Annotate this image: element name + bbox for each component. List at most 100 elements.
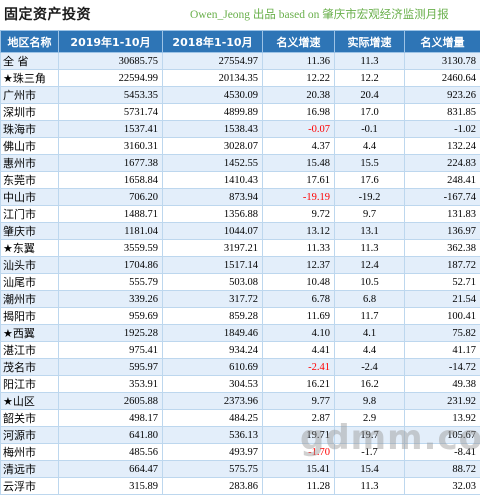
real-growth: 12.2 xyxy=(335,70,405,87)
nominal-growth: -19.19 xyxy=(263,189,335,206)
nominal-increment: 32.03 xyxy=(405,478,480,495)
value-2018: 493.97 xyxy=(163,444,263,461)
nominal-growth: 16.21 xyxy=(263,376,335,393)
nominal-increment: 21.54 xyxy=(405,291,480,308)
real-growth: 15.5 xyxy=(335,155,405,172)
value-2019: 5453.35 xyxy=(59,87,163,104)
nominal-growth: 12.37 xyxy=(263,257,335,274)
value-2019: 2605.88 xyxy=(59,393,163,410)
nominal-increment: 132.24 xyxy=(405,138,480,155)
nominal-growth: 9.77 xyxy=(263,393,335,410)
real-growth: 17.6 xyxy=(335,172,405,189)
nominal-increment: 231.92 xyxy=(405,393,480,410)
value-2018: 1356.88 xyxy=(163,206,263,223)
value-2018: 3028.07 xyxy=(163,138,263,155)
header-bar: 固定资产投资 Owen_Jeong 出品 based on 肇庆市宏观经济监测月… xyxy=(0,0,480,30)
region-name: 东莞市 xyxy=(1,172,59,189)
value-2018: 859.28 xyxy=(163,308,263,325)
nominal-growth: 17.61 xyxy=(263,172,335,189)
region-name: 江门市 xyxy=(1,206,59,223)
nominal-growth: 12.22 xyxy=(263,70,335,87)
nominal-increment: 831.85 xyxy=(405,104,480,121)
source-credit: Owen_Jeong 出品 based on 肇庆市宏观经济监测月报 xyxy=(190,6,449,22)
real-growth: -1.7 xyxy=(335,444,405,461)
nominal-increment: 224.83 xyxy=(405,155,480,172)
real-growth: 4.4 xyxy=(335,342,405,359)
region-name: 湛江市 xyxy=(1,342,59,359)
region-name: 中山市 xyxy=(1,189,59,206)
region-name: 珠海市 xyxy=(1,121,59,138)
col-header-nominal-growth: 名义增速 xyxy=(263,31,335,53)
nominal-increment: 248.41 xyxy=(405,172,480,189)
value-2019: 485.56 xyxy=(59,444,163,461)
nominal-growth: 4.37 xyxy=(263,138,335,155)
region-name: 揭阳市 xyxy=(1,308,59,325)
real-growth: 15.4 xyxy=(335,461,405,478)
value-2019: 1537.41 xyxy=(59,121,163,138)
value-2018: 317.72 xyxy=(163,291,263,308)
region-name: 汕头市 xyxy=(1,257,59,274)
value-2019: 5731.74 xyxy=(59,104,163,121)
value-2018: 873.94 xyxy=(163,189,263,206)
real-growth: 19.7 xyxy=(335,427,405,444)
value-2019: 1677.38 xyxy=(59,155,163,172)
value-2019: 1488.71 xyxy=(59,206,163,223)
region-name: ★山区 xyxy=(1,393,59,410)
region-name: ★西翼 xyxy=(1,325,59,342)
real-growth: 11.7 xyxy=(335,308,405,325)
nominal-growth: 4.10 xyxy=(263,325,335,342)
col-header-real-growth: 实际增速 xyxy=(335,31,405,53)
nominal-increment: -8.41 xyxy=(405,444,480,461)
nominal-increment: -167.74 xyxy=(405,189,480,206)
value-2019: 641.80 xyxy=(59,427,163,444)
nominal-growth: 19.71 xyxy=(263,427,335,444)
real-growth: 20.4 xyxy=(335,87,405,104)
value-2018: 1044.07 xyxy=(163,223,263,240)
real-growth: 4.4 xyxy=(335,138,405,155)
nominal-growth: 2.87 xyxy=(263,410,335,427)
real-growth: 12.4 xyxy=(335,257,405,274)
value-2018: 4899.89 xyxy=(163,104,263,121)
region-name: 广州市 xyxy=(1,87,59,104)
value-2018: 283.86 xyxy=(163,478,263,495)
value-2018: 4530.09 xyxy=(163,87,263,104)
value-2018: 503.08 xyxy=(163,274,263,291)
nominal-growth: 11.69 xyxy=(263,308,335,325)
region-name: 清远市 xyxy=(1,461,59,478)
value-2018: 1410.43 xyxy=(163,172,263,189)
nominal-increment: 2460.64 xyxy=(405,70,480,87)
nominal-growth: 15.48 xyxy=(263,155,335,172)
nominal-growth: 15.41 xyxy=(263,461,335,478)
value-2018: 1452.55 xyxy=(163,155,263,172)
real-growth: 11.3 xyxy=(335,53,405,70)
nominal-growth: 20.38 xyxy=(263,87,335,104)
value-2019: 975.41 xyxy=(59,342,163,359)
value-2019: 22594.99 xyxy=(59,70,163,87)
value-2018: 1538.43 xyxy=(163,121,263,138)
real-growth: 17.0 xyxy=(335,104,405,121)
nominal-increment: 105.67 xyxy=(405,427,480,444)
value-2018: 575.75 xyxy=(163,461,263,478)
value-2019: 595.97 xyxy=(59,359,163,376)
nominal-increment: 362.38 xyxy=(405,240,480,257)
nominal-growth: 11.33 xyxy=(263,240,335,257)
value-2018: 610.69 xyxy=(163,359,263,376)
value-2018: 20134.35 xyxy=(163,70,263,87)
value-2019: 30685.75 xyxy=(59,53,163,70)
nominal-increment: 3130.78 xyxy=(405,53,480,70)
